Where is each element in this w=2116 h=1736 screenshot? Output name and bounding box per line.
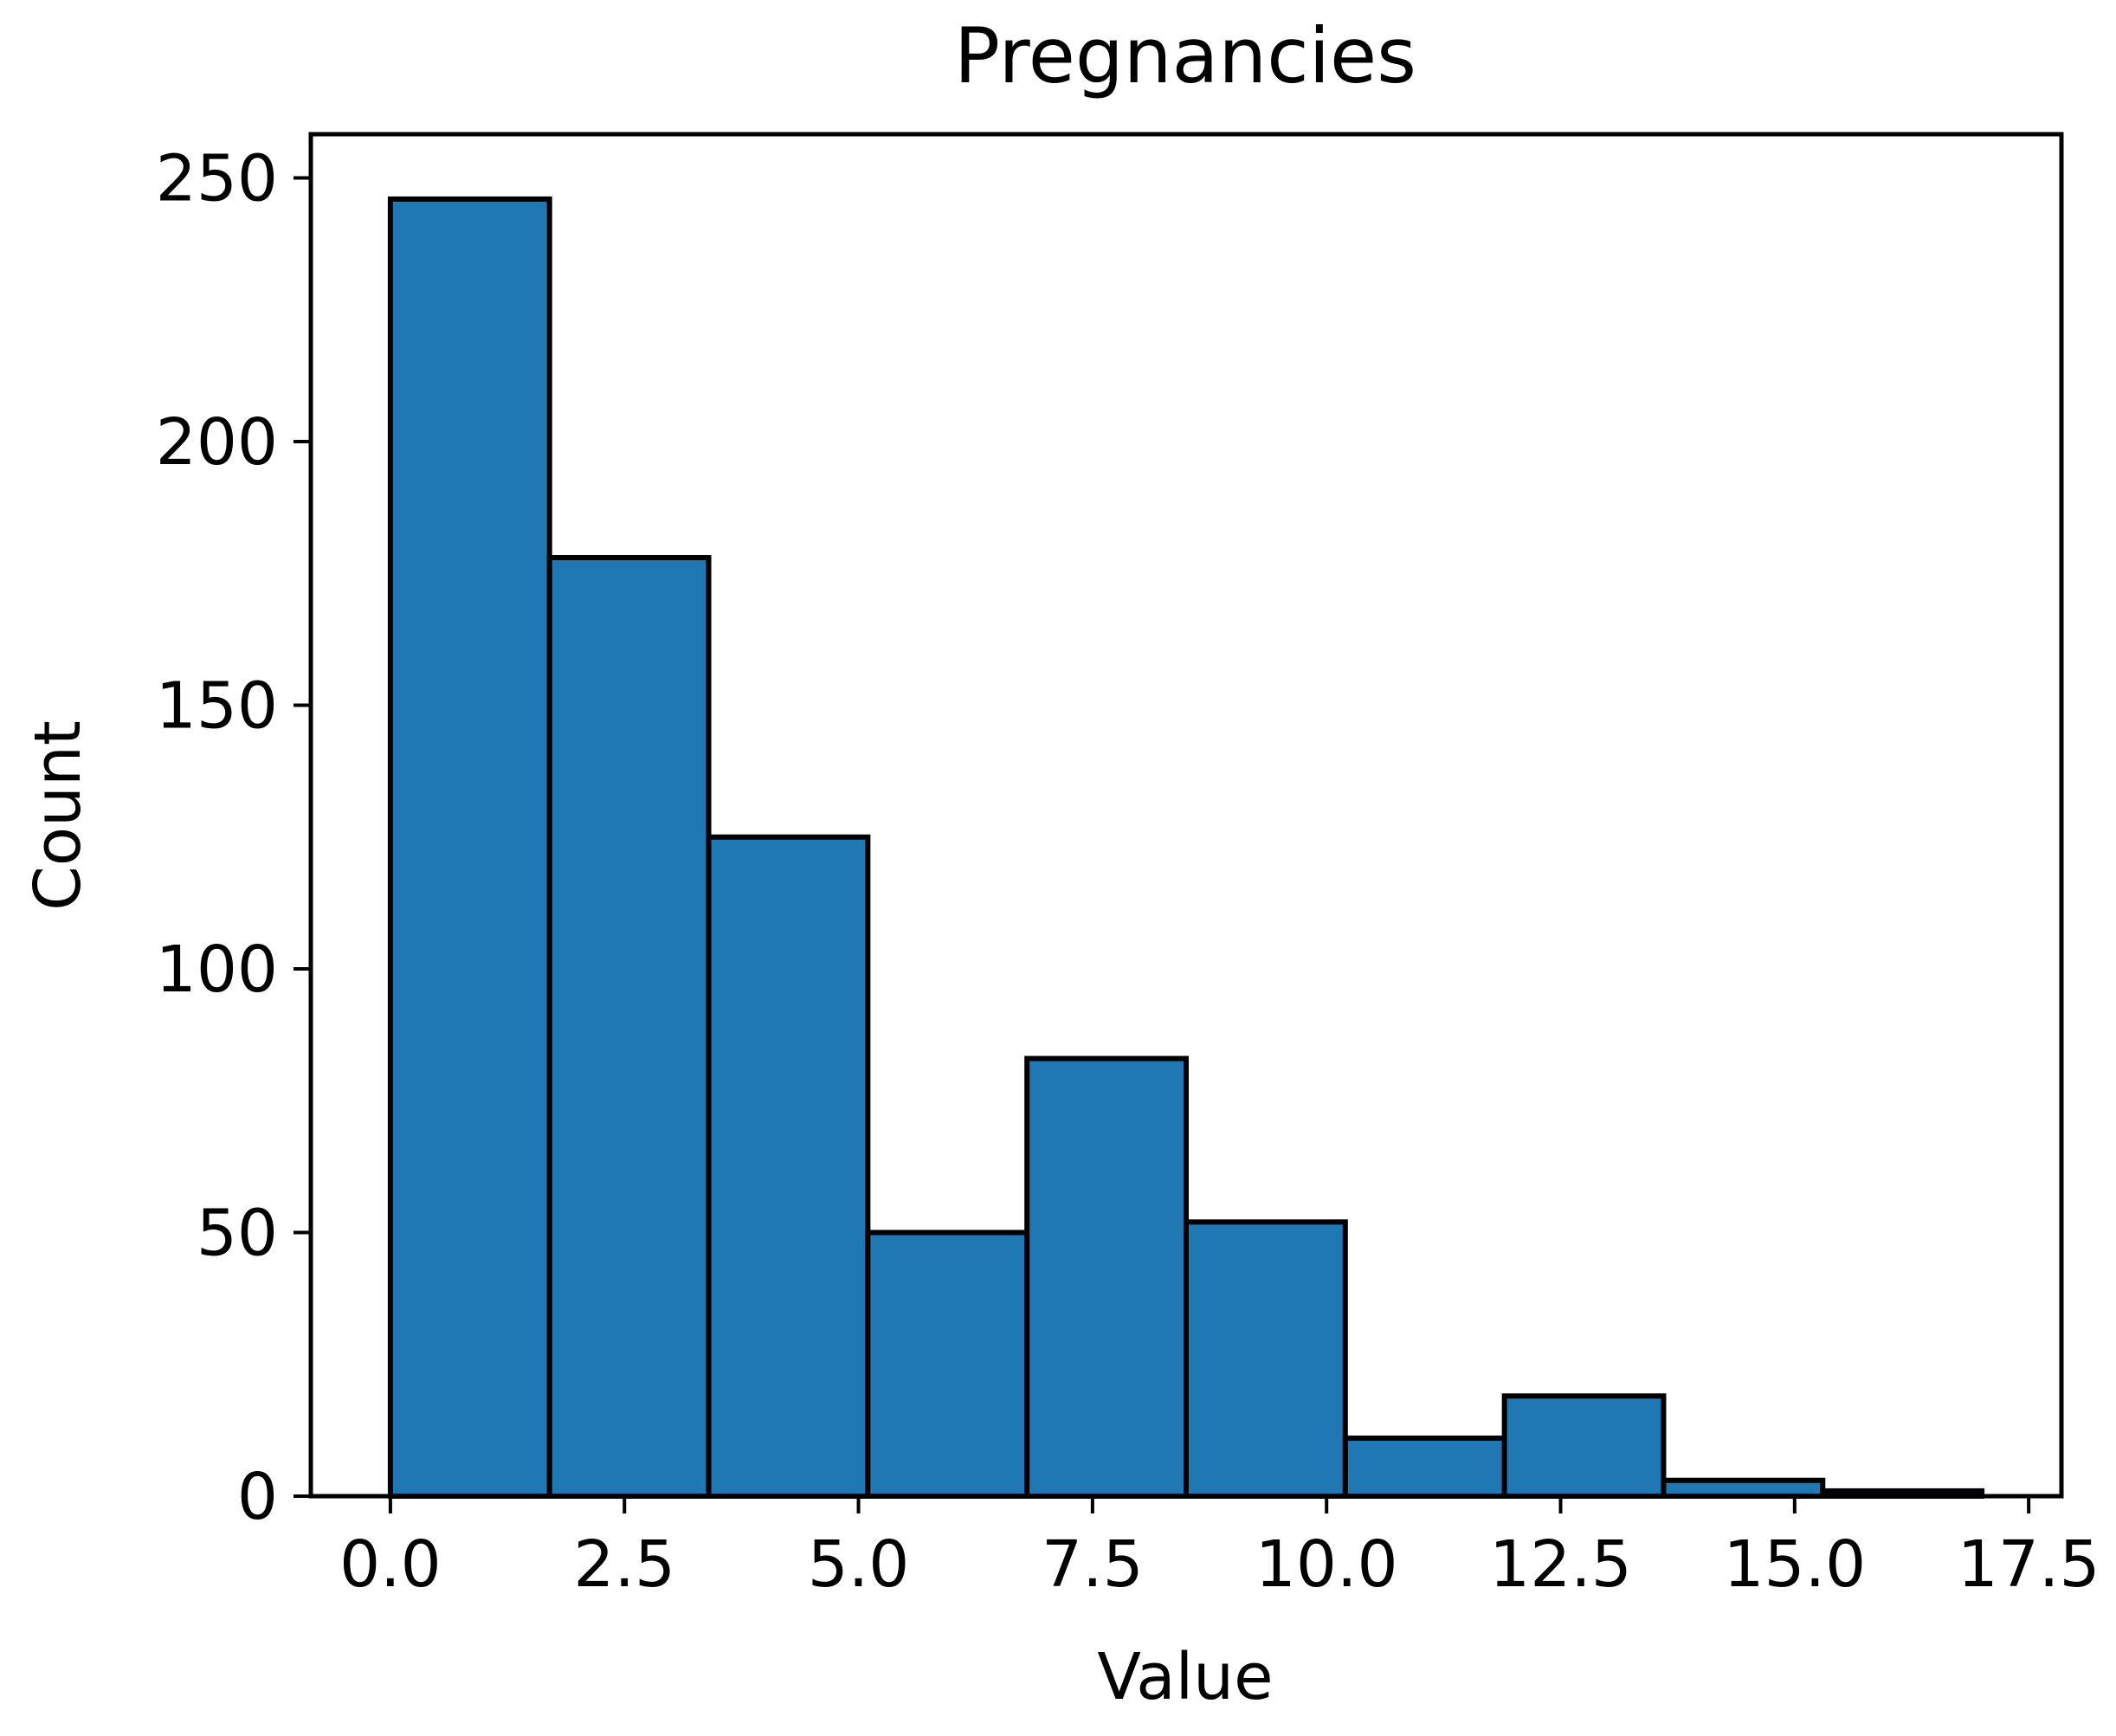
- x-tick-label: 17.5: [1958, 1527, 2100, 1602]
- x-tick-label: 10.0: [1255, 1527, 1398, 1602]
- chart-title: Pregnancies: [954, 11, 1416, 100]
- y-tick-label: 150: [156, 669, 278, 744]
- histogram-bar: [546, 555, 712, 1500]
- x-axis-ticks: 0.0 2.5 5.0 7.5 10.0 12.5 15.0 17.5: [339, 1496, 2100, 1602]
- y-axis-ticks: 0 50 100 150 200 250: [156, 142, 311, 1534]
- histogram-bar: [387, 196, 552, 1499]
- histogram-bar: [1184, 1219, 1348, 1499]
- histogram-bar: [865, 1229, 1030, 1500]
- histogram-bar: [1024, 1055, 1189, 1499]
- x-tick-label: 12.5: [1489, 1527, 1632, 1602]
- bars-group: [387, 196, 1985, 1500]
- x-axis-label: Value: [1097, 1640, 1273, 1714]
- y-axis-label: Count: [21, 720, 95, 911]
- histogram-bar: [1661, 1477, 1826, 1500]
- histogram-bar: [706, 834, 871, 1499]
- histogram-bar: [1501, 1393, 1667, 1499]
- y-tick-label: 200: [156, 405, 278, 480]
- x-tick-label: 7.5: [1042, 1527, 1144, 1602]
- y-tick-label: 0: [237, 1460, 278, 1534]
- y-tick-label: 50: [197, 1197, 278, 1271]
- x-tick-label: 5.0: [808, 1527, 910, 1602]
- y-tick-label: 100: [156, 933, 278, 1007]
- plot-frame: [308, 132, 2064, 1499]
- x-tick-label: 15.0: [1723, 1527, 1866, 1602]
- histogram-bar: [1342, 1436, 1507, 1499]
- y-tick-label: 250: [156, 142, 278, 216]
- x-tick-label: 2.5: [573, 1527, 675, 1602]
- x-tick-label: 0.0: [339, 1527, 442, 1602]
